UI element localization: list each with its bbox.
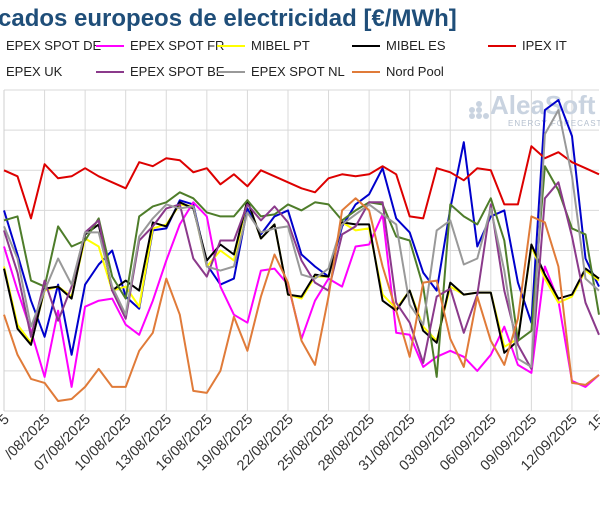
watermark-subtext: ENERGY FORECASTING [508,119,600,128]
legend-swatch [96,70,124,73]
legend: EPEX SPOT DE EPEX SPOT FR MIBEL PT MIBEL ES… [0,36,600,84]
chart-title: cados europeos de electricidad [€/MWh] [0,5,457,32]
legend-item-epex-spot-de: EPEX SPOT DE [0,36,101,56]
legend-swatch [488,44,516,47]
legend-item-epex-spot-nl: EPEX SPOT NL [217,62,345,82]
series-line-nord-pool [3,197,600,402]
legend-swatch [217,44,245,47]
x-axis: 5/08/202507/08/202510/08/202513/08/20251… [0,412,600,475]
watermark-logo: AleaSoft ENERGY FORECASTING [469,90,600,128]
legend-item-mibel-es: MIBEL ES [352,36,445,56]
legend-label: EPEX SPOT DE [6,38,102,53]
legend-item-epex-spot-fr: EPEX SPOT FR [96,36,224,56]
x-tick-label: 15 [585,412,600,435]
legend-label: MIBEL ES [386,38,446,53]
series-line-ipex-it [3,145,600,220]
legend-label: EPEX SPOT NL [251,64,345,79]
series-line-epex-spot-fr [3,201,600,388]
legend-item-nord-pool: Nord Pool [352,62,444,82]
legend-label: EPEX SPOT BE [130,64,225,79]
series-line-epex-spot-be [3,181,600,370]
legend-label: MIBEL PT [251,38,310,53]
series-line-epex-spot-nl [3,109,600,368]
legend-item-epex-uk: EPEX UK [0,62,62,82]
series-line-epex-uk [3,165,600,378]
legend-label: EPEX SPOT FR [130,38,225,53]
grid-lines [3,89,599,412]
legend-swatch [96,44,124,47]
legend-swatch [217,70,245,73]
series-lines [3,99,600,402]
legend-item-ipex-it: IPEX IT [488,36,567,56]
legend-label: EPEX UK [6,64,63,79]
legend-label: IPEX IT [522,38,567,53]
legend-item-epex-spot-be: EPEX SPOT BE [96,62,224,82]
watermark-text: AleaSoft [490,90,596,120]
legend-label: Nord Pool [386,64,444,79]
x-tick-label: 5 [0,412,13,429]
legend-item-mibel-pt: MIBEL PT [217,36,310,56]
legend-swatch [352,70,380,73]
legend-swatch [352,44,380,47]
